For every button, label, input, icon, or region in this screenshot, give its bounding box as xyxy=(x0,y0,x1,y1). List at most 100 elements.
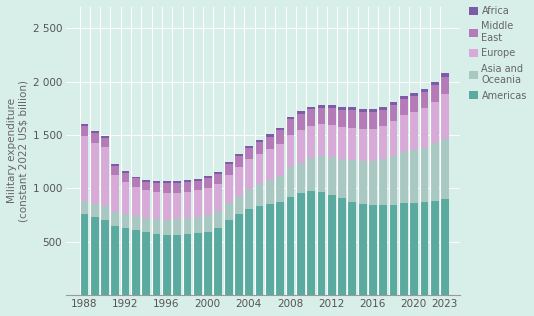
Bar xyxy=(245,159,253,189)
Bar xyxy=(337,198,346,295)
Bar xyxy=(276,130,284,144)
Bar xyxy=(379,160,387,205)
Bar xyxy=(399,152,408,203)
Bar xyxy=(430,201,438,295)
Bar xyxy=(368,129,377,161)
Bar xyxy=(245,189,253,209)
Bar xyxy=(172,192,181,219)
Bar xyxy=(142,182,150,190)
Y-axis label: Military expenditure
(constant 2022 US$ billion): Military expenditure (constant 2022 US$ … xyxy=(7,80,28,222)
Bar xyxy=(90,143,99,204)
Bar xyxy=(111,175,119,212)
Bar xyxy=(399,95,408,99)
Bar xyxy=(121,182,130,214)
Bar xyxy=(162,181,171,183)
Bar xyxy=(399,99,408,115)
Bar xyxy=(90,131,99,133)
Bar xyxy=(420,89,428,92)
Bar xyxy=(183,218,191,234)
Bar xyxy=(286,135,294,167)
Bar xyxy=(80,126,88,136)
Bar xyxy=(265,180,274,204)
Bar xyxy=(348,107,356,110)
Bar xyxy=(286,119,294,135)
Bar xyxy=(111,226,119,295)
Bar xyxy=(214,174,222,184)
Bar xyxy=(90,217,99,295)
Bar xyxy=(317,192,325,295)
Bar xyxy=(440,139,449,199)
Bar xyxy=(183,182,191,192)
Bar xyxy=(348,128,356,160)
Bar xyxy=(121,171,130,173)
Bar xyxy=(430,82,438,85)
Bar xyxy=(162,192,171,220)
Bar xyxy=(121,214,130,228)
Bar xyxy=(100,220,109,295)
Bar xyxy=(214,184,222,211)
Bar xyxy=(234,156,243,167)
Bar xyxy=(296,163,305,193)
Bar xyxy=(379,126,387,160)
Bar xyxy=(430,143,438,201)
Bar xyxy=(152,234,160,295)
Bar xyxy=(131,187,140,216)
Bar xyxy=(152,181,160,183)
Bar xyxy=(379,110,387,126)
Bar xyxy=(203,178,212,188)
Bar xyxy=(224,164,232,175)
Bar xyxy=(440,76,449,94)
Bar xyxy=(286,117,294,119)
Bar xyxy=(234,196,243,214)
Bar xyxy=(358,112,366,129)
Bar xyxy=(420,92,428,108)
Bar xyxy=(337,159,346,198)
Bar xyxy=(100,137,109,147)
Bar xyxy=(306,107,315,109)
Bar xyxy=(327,105,335,108)
Bar xyxy=(172,219,181,235)
Bar xyxy=(337,110,346,127)
Bar xyxy=(368,112,377,129)
Bar xyxy=(80,214,88,295)
Bar xyxy=(327,157,335,195)
Bar xyxy=(317,156,325,192)
Bar xyxy=(409,96,418,112)
Bar xyxy=(399,115,408,152)
Bar xyxy=(348,160,356,202)
Bar xyxy=(90,133,99,143)
Bar xyxy=(100,206,109,220)
Bar xyxy=(276,144,284,176)
Bar xyxy=(224,162,232,164)
Bar xyxy=(296,111,305,114)
Bar xyxy=(152,183,160,192)
Bar xyxy=(131,216,140,230)
Bar xyxy=(317,124,325,156)
Bar xyxy=(337,127,346,159)
Bar xyxy=(389,156,397,205)
Bar xyxy=(409,203,418,295)
Bar xyxy=(440,94,449,139)
Bar xyxy=(100,147,109,206)
Bar xyxy=(152,219,160,234)
Bar xyxy=(131,230,140,295)
Bar xyxy=(368,205,377,295)
Bar xyxy=(348,202,356,295)
Bar xyxy=(111,166,119,175)
Bar xyxy=(430,102,438,143)
Bar xyxy=(193,190,202,217)
Bar xyxy=(265,204,274,295)
Bar xyxy=(172,183,181,192)
Bar xyxy=(193,233,202,295)
Bar xyxy=(358,161,366,204)
Bar xyxy=(358,129,366,161)
Bar xyxy=(111,164,119,166)
Bar xyxy=(162,235,171,295)
Bar xyxy=(296,193,305,295)
Bar xyxy=(111,212,119,226)
Bar xyxy=(327,125,335,157)
Bar xyxy=(234,214,243,295)
Bar xyxy=(317,108,325,124)
Bar xyxy=(90,204,99,217)
Bar xyxy=(224,220,232,295)
